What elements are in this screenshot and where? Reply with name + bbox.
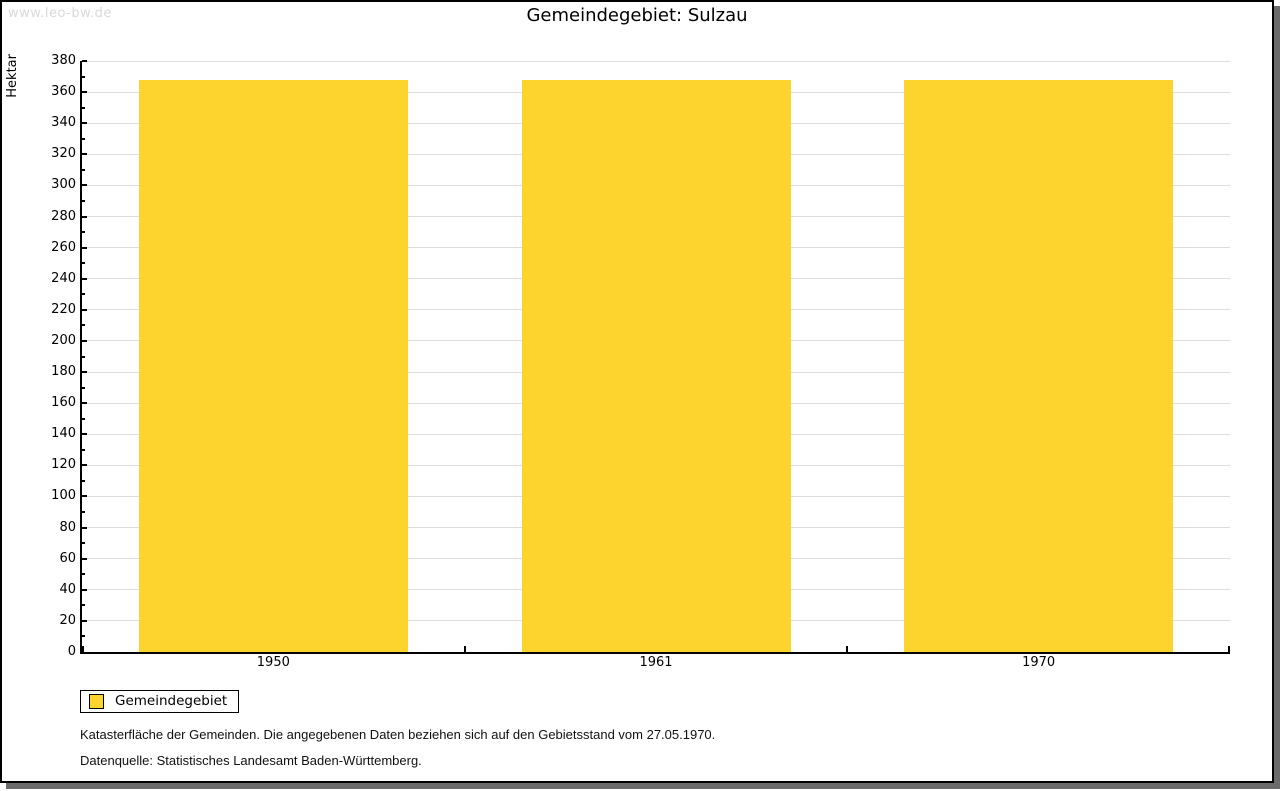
y-axis-label: 380	[51, 53, 76, 68]
legend: Gemeindegebiet	[80, 690, 240, 713]
y-major-tick	[82, 402, 87, 405]
bar	[521, 79, 791, 652]
y-axis-label: 180	[51, 364, 76, 380]
y-axis-line	[80, 61, 82, 654]
y-axis-label: 320	[51, 146, 76, 162]
y-axis-title: Hektar	[5, 54, 20, 98]
y-major-tick	[82, 60, 87, 62]
legend-swatch-icon	[89, 694, 104, 709]
y-minor-tick	[82, 448, 85, 451]
y-minor-tick	[82, 635, 85, 638]
y-major-tick	[82, 246, 87, 249]
y-axis-label: 160	[51, 395, 76, 411]
x-boundary-tick	[463, 646, 466, 652]
y-minor-tick	[82, 168, 85, 171]
y-minor-tick	[82, 324, 85, 327]
y-axis-label: 140	[51, 426, 76, 442]
y-minor-tick	[82, 542, 85, 545]
watermark: www.leo-bw.de	[8, 6, 112, 21]
plot-area: 0 20 40 60 80 100 120 140 160 180 200 220 240 260 280 3…	[51, 53, 1230, 670]
y-axis-label: 340	[51, 115, 76, 131]
x-boundary-tick	[1228, 646, 1230, 652]
y-axis-label: 220	[51, 301, 76, 317]
y-major-tick	[82, 433, 87, 436]
y-major-tick	[82, 184, 87, 187]
y-axis-label: 80	[59, 519, 76, 535]
y-major-tick	[82, 588, 87, 591]
chart-title: Gemeindegebiet: Sulzau	[526, 5, 748, 26]
y-major-tick	[82, 215, 87, 218]
footnote-line-1: Katasterfläche der Gemeinden. Die angege…	[80, 727, 716, 742]
y-major-tick	[82, 526, 87, 529]
y-minor-tick	[82, 231, 85, 234]
y-axis-label: 240	[51, 270, 76, 286]
y-major-tick	[82, 464, 87, 467]
x-axis-label: 1970	[1022, 655, 1056, 670]
y-minor-tick	[82, 355, 85, 358]
x-axis-label: 1961	[639, 655, 673, 670]
y-axis-label: 360	[51, 84, 76, 100]
y-major-tick	[82, 495, 87, 498]
x-axis-line	[80, 652, 1230, 654]
x-boundary-tick	[82, 646, 84, 652]
y-minor-tick	[82, 511, 85, 514]
y-major-tick	[82, 619, 87, 622]
y-major-tick	[82, 122, 87, 125]
y-minor-tick	[82, 75, 85, 78]
y-major-tick	[82, 308, 87, 311]
y-minor-tick	[82, 604, 85, 607]
bar	[138, 79, 408, 652]
y-major-tick	[82, 277, 87, 280]
footnote-line-2: Datenquelle: Statistisches Landesamt Bad…	[80, 753, 422, 768]
y-minor-tick	[82, 386, 85, 389]
y-major-tick	[82, 91, 87, 94]
bar	[904, 79, 1174, 652]
y-minor-tick	[82, 573, 85, 576]
x-axis-label: 1950	[256, 655, 290, 670]
y-axis-label: 120	[51, 457, 76, 473]
y-minor-tick	[82, 293, 85, 296]
y-major-tick	[82, 339, 87, 342]
y-axis-label: 280	[51, 208, 76, 224]
y-axis-label: 20	[59, 612, 76, 628]
y-axis-label: 40	[59, 581, 76, 597]
y-axis-label: 300	[51, 177, 76, 193]
y-major-tick	[82, 371, 87, 374]
y-minor-tick	[82, 479, 85, 482]
y-minor-tick	[82, 137, 85, 140]
gridline	[82, 60, 1230, 62]
y-minor-tick	[82, 106, 85, 109]
y-minor-tick	[82, 262, 85, 265]
y-axis-label: 260	[51, 239, 76, 255]
y-axis-label: 100	[51, 488, 76, 504]
y-minor-tick	[82, 199, 85, 202]
y-axis-label: 60	[59, 550, 76, 566]
y-major-tick	[82, 557, 87, 560]
y-major-tick	[82, 153, 87, 156]
y-axis-label: 0	[67, 644, 76, 659]
x-boundary-tick	[846, 646, 849, 652]
y-minor-tick	[82, 417, 85, 420]
y-axis-label: 200	[51, 332, 76, 348]
legend-label: Gemeindegebiet	[115, 693, 228, 709]
